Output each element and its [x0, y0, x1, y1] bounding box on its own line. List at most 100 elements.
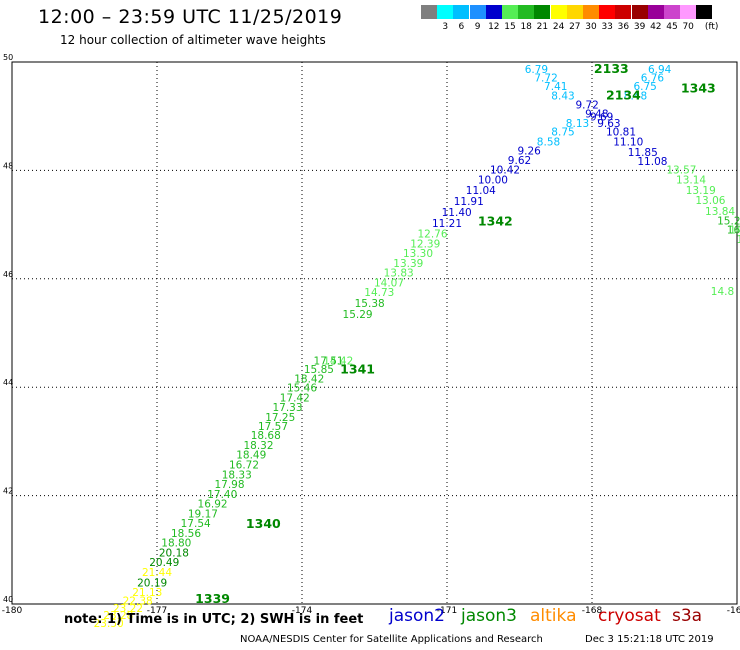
wave-height-value: 12.76: [417, 229, 447, 241]
x-tick-label: -165: [727, 606, 740, 616]
wave-height-value: 18.33: [222, 469, 252, 481]
legend-swatch: [453, 5, 470, 19]
wave-height-value: 8.13: [566, 118, 589, 130]
legend-swatch: [664, 5, 680, 19]
wave-height-value: 8.58: [537, 136, 560, 148]
wave-height-value: 18.68: [251, 430, 281, 442]
pass-number-label: 1343: [681, 80, 716, 95]
wave-height-value: 21.44: [142, 567, 172, 579]
wave-height-value: 15.38: [355, 298, 385, 310]
legend-swatch: [647, 5, 664, 19]
x-tick-label: -171: [437, 606, 457, 616]
wave-height-value: 17.40: [207, 489, 237, 501]
legend-unit: (ft): [704, 22, 719, 32]
page-title: 12:00 – 23:59 UTC 11/25/2019: [38, 6, 343, 28]
wave-height-value: 15.29: [343, 309, 373, 321]
wave-height-value: 13.06: [695, 195, 725, 207]
plot-frame: [11, 61, 738, 605]
color-legend: 3 6 9 12 15 18 21 24 27 30 33 36 39 42 45 70 (ft): [421, 5, 733, 39]
legend-swatch: [583, 5, 599, 19]
wave-height-value: 9.48: [585, 108, 608, 120]
y-tick-label: 44: [3, 378, 13, 387]
credit-text: NOAA/NESDIS Center for Satellite Applica…: [240, 634, 543, 645]
wave-height-value: 6.94: [648, 64, 672, 76]
x-tick-label: -168: [582, 606, 603, 616]
legend-swatch: [485, 5, 502, 19]
wave-height-value: 6.75: [633, 81, 656, 93]
wave-height-value: 22.38: [123, 596, 153, 608]
legend-label: 12: [488, 22, 500, 32]
wave-height-value: 11.40: [442, 207, 472, 219]
wave-height-value: 18.56: [171, 528, 201, 540]
pass-labels: 21332134134313422135134113401339: [195, 61, 716, 606]
legend-swatch: [550, 5, 567, 19]
wave-height-value: 23.28: [103, 610, 133, 622]
y-tick-label: 40: [3, 595, 13, 604]
legend-swatch: [631, 5, 648, 19]
wave-height-value: 9.72: [575, 100, 598, 112]
legend-label: 39: [633, 22, 646, 32]
pass-number-label: 1339: [195, 591, 230, 606]
legend-swatch: [421, 5, 437, 19]
legend-swatch: [696, 5, 713, 19]
wave-height-value: 16.92: [198, 499, 228, 511]
pass-number-label: 2134: [606, 87, 641, 102]
wave-height-value: 15.24: [717, 216, 740, 228]
legend-label: 6: [458, 22, 465, 32]
wave-height-value: 20.49: [149, 557, 179, 569]
wave-height-value: 11.85: [628, 147, 658, 159]
legend-swatch: [534, 5, 551, 19]
wave-height-value: 12.39: [410, 238, 440, 250]
wave-height-value: 7.72: [534, 73, 557, 85]
footer-note: note: 1) Time is in UTC; 2) SWH is in fe…: [64, 612, 364, 627]
wave-height-value: 14.73: [364, 287, 394, 299]
wave-height-value: 11.91: [454, 196, 484, 208]
legend-swatch: [469, 5, 486, 19]
y-tick-label: 48: [3, 161, 13, 170]
wave-height-value: 15.46: [287, 383, 317, 395]
x-tick-label: -174: [292, 606, 313, 616]
legend-label: 15: [504, 22, 516, 32]
y-tick-label: 50: [3, 53, 13, 62]
wave-height-value: 23.22: [113, 603, 143, 615]
wave-height-value: 18.49: [236, 450, 266, 462]
wave-height-value: 8.43: [551, 90, 574, 102]
wave-height-value: 17.33: [272, 402, 302, 414]
satellite-label: jason2: [389, 606, 445, 626]
pass-number-label: 1340: [246, 516, 281, 531]
x-tick-label: -177: [147, 606, 167, 616]
wave-height-value: 20.19: [137, 578, 167, 590]
wave-height-value: 14.84: [736, 234, 740, 246]
wave-height-value: 17.57: [258, 421, 288, 433]
legend-label: 70: [682, 22, 694, 32]
y-tick-label: 42: [3, 487, 13, 496]
legend-label: 42: [650, 22, 662, 32]
wave-height-value: 6.79: [525, 64, 548, 76]
wave-height-value: 13.84: [705, 206, 735, 218]
wave-height-value: 14.07: [374, 277, 404, 289]
wave-height-value: 10.42: [490, 165, 520, 177]
wave-height-value: 9.63: [597, 118, 620, 130]
wave-height-value: 9.26: [517, 146, 541, 158]
page-subtitle: 12 hour collection of altimeter wave hei…: [60, 33, 326, 47]
wave-height-value: 10.00: [478, 174, 508, 186]
wave-height-value: 13.83: [384, 268, 414, 280]
timestamp-text: Dec 3 15:21:18 UTC 2019: [585, 634, 714, 645]
legend-swatch: [566, 5, 583, 19]
wave-height-value: 18.32: [243, 440, 273, 452]
wave-height-value: 17.51: [314, 355, 344, 367]
data-points: 6.797.727.418.43 8.138.758.58 6.946.766.75…: [94, 64, 740, 630]
satellite-label: jason3: [461, 606, 517, 626]
pass-number-label: 2133: [594, 61, 629, 76]
y-tick-label: 46: [3, 270, 13, 279]
x-tick-label: -180: [2, 606, 23, 616]
legend-label: 21: [536, 22, 549, 32]
legend-swatch: [518, 5, 535, 19]
pass-number-label: 1341: [340, 362, 375, 377]
wave-height-value: 16.21: [727, 224, 740, 236]
legend-label: 9: [474, 22, 481, 32]
pass-number-label: 1342: [478, 214, 513, 229]
legend-swatch: [502, 5, 518, 19]
legend-label: 24: [552, 22, 565, 32]
legend-label: 30: [585, 22, 597, 32]
